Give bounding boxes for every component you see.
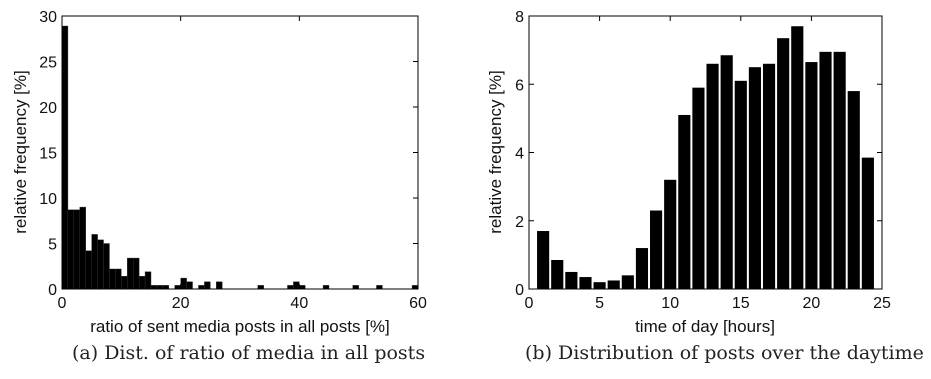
bar-a-3 (79, 206, 86, 290)
bar-b-2 (565, 271, 578, 289)
x-axis-label-a: ratio of sent media posts in all posts [… (90, 317, 390, 336)
chart-b: 0 5 10 15 20 25 0 2 4 6 8 time of day [hours] rela… (486, 9, 891, 336)
x-tick-label-b-2: 10 (661, 295, 679, 312)
bar-b-5 (607, 280, 620, 289)
bar-a-14 (144, 271, 152, 290)
bar-b-14 (734, 80, 747, 289)
bar-b-23 (861, 157, 874, 289)
y-tick-label-b-3: 6 (515, 77, 524, 94)
x-tick-label-b-1: 5 (595, 295, 604, 312)
x-tick-label-a-3: 60 (409, 295, 427, 312)
bar-b-12 (706, 63, 719, 289)
bar-b-22 (847, 91, 860, 289)
bar-b-13 (720, 55, 733, 289)
bar-a-21 (186, 281, 193, 290)
bar-a-7 (103, 243, 110, 290)
bar-a-13 (138, 276, 146, 290)
bars-b (537, 26, 874, 290)
bar-b-7 (635, 248, 649, 289)
bar-a-40 (299, 285, 306, 290)
bar-a-4 (85, 250, 92, 290)
y-tick-label-b-0: 0 (515, 282, 524, 299)
y-tick-label-a-6: 30 (39, 9, 57, 26)
x-tick-label-b-0: 0 (525, 295, 534, 312)
bar-b-0 (537, 230, 550, 289)
bar-a-19 (174, 285, 181, 290)
y-tick-label-a-1: 5 (48, 237, 57, 254)
bar-a-16 (156, 285, 164, 290)
y-tick-label-a-4: 20 (39, 100, 57, 117)
bar-a-0 (61, 25, 69, 290)
ticks-b: 0 5 10 15 20 25 0 2 4 6 8 (515, 9, 891, 312)
bar-b-18 (791, 26, 804, 290)
chart-a: 0 20 40 60 0 5 10 15 20 25 30 ratio of sent media … (11, 9, 427, 336)
bar-b-20 (819, 51, 832, 289)
bar-a-5 (91, 234, 98, 290)
bar-b-10 (678, 114, 691, 290)
bar-a-2 (73, 209, 81, 290)
bar-a-6 (97, 239, 104, 290)
x-tick-label-a-0: 0 (58, 295, 67, 312)
bar-a-44 (322, 285, 330, 290)
x-axis-label-b: time of day [hours] (635, 317, 775, 336)
bar-a-17 (162, 285, 169, 290)
bar-b-3 (579, 277, 592, 289)
caption-b: (b) Distribution of posts over the dayti… (525, 342, 924, 364)
y-tick-label-b-2: 4 (515, 146, 524, 163)
y-axis-label-b: relative frequency [%] (486, 70, 505, 233)
bar-b-19 (805, 62, 818, 289)
bar-b-6 (621, 275, 634, 289)
y-tick-label-a-5: 25 (39, 55, 57, 72)
bar-a-15 (150, 285, 158, 290)
plot-frame-a (61, 15, 419, 290)
bar-a-26 (216, 281, 223, 290)
bar-a-59 (411, 285, 419, 290)
y-tick-label-a-3: 15 (39, 146, 57, 163)
bar-a-8 (109, 268, 116, 290)
bar-b-11 (692, 87, 705, 289)
plot-frame-b (528, 15, 883, 290)
bar-a-11 (127, 257, 134, 290)
bar-a-38 (287, 285, 294, 290)
bar-a-23 (198, 285, 205, 290)
x-tick-label-a-1: 20 (172, 295, 190, 312)
x-tick-label-b-3: 15 (732, 295, 750, 312)
bar-b-15 (748, 67, 761, 289)
y-tick-label-b-4: 8 (515, 9, 524, 26)
y-tick-label-a-0: 0 (48, 282, 57, 299)
bar-a-39 (293, 281, 300, 290)
bar-b-8 (650, 210, 663, 289)
y-axis-label-a: relative frequency [%] (11, 70, 30, 233)
bar-a-10 (121, 276, 128, 290)
x-tick-label-b-5: 25 (873, 295, 891, 312)
x-tick-label-a-2: 40 (290, 295, 308, 312)
y-tick-label-a-2: 10 (39, 191, 57, 208)
bar-a-49 (352, 285, 359, 290)
x-tick-label-b-4: 20 (803, 295, 821, 312)
y-tick-label-b-1: 2 (515, 214, 524, 231)
bar-a-20 (180, 277, 187, 290)
ticks-a: 0 20 40 60 0 5 10 15 20 25 30 (39, 9, 427, 312)
bar-b-9 (664, 179, 677, 289)
bar-b-21 (833, 51, 846, 289)
bars-a (61, 25, 419, 290)
bar-a-24 (204, 281, 211, 290)
bar-b-1 (551, 259, 564, 289)
bar-a-9 (115, 268, 122, 290)
bar-a-12 (132, 257, 140, 290)
bar-a-33 (257, 285, 264, 290)
bar-a-1 (67, 209, 75, 290)
bar-a-53 (376, 285, 383, 290)
caption-a: (a) Dist. of ratio of media in all posts (72, 342, 426, 364)
bar-b-16 (762, 63, 776, 289)
bar-b-17 (777, 38, 790, 290)
